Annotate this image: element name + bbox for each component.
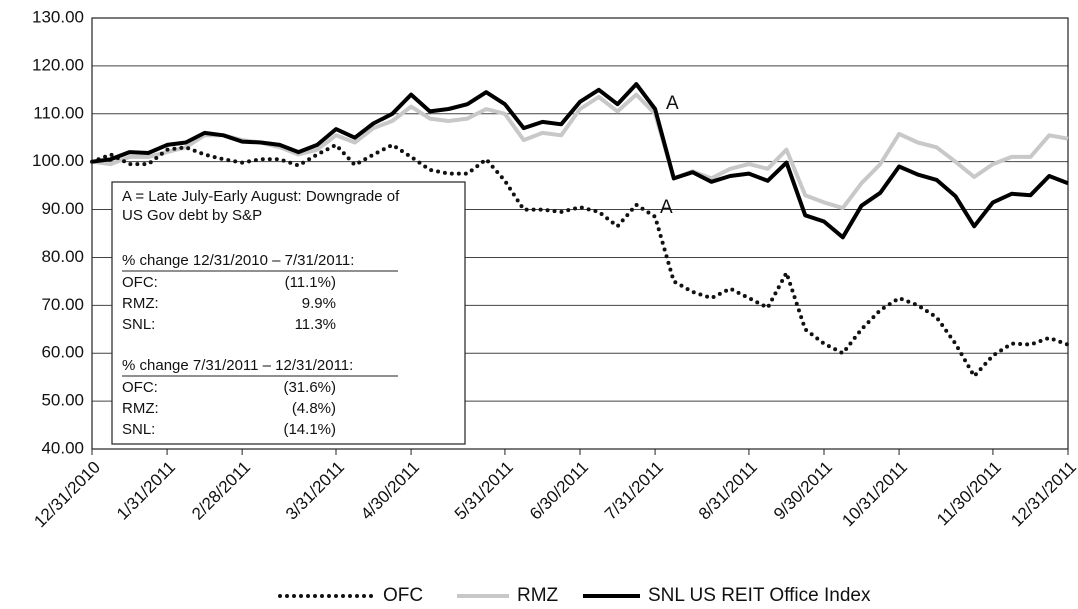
x-tick-label: 5/31/2011 xyxy=(451,458,517,524)
note-label: RMZ: xyxy=(122,400,159,417)
note-label: OFC: xyxy=(122,379,158,396)
note-label: RMZ: xyxy=(122,295,159,312)
note-value: 9.9% xyxy=(302,295,336,312)
note-text: US Gov debt by S&P xyxy=(122,207,262,224)
note-box-frame xyxy=(111,181,466,445)
legend-label: RMZ xyxy=(517,585,559,606)
x-tick-label: 7/31/2011 xyxy=(601,458,667,524)
y-tick-label: 40.00 xyxy=(41,438,84,457)
note-text: A = Late July-Early August: Downgrade of xyxy=(122,188,400,205)
y-tick-label: 50.00 xyxy=(41,391,84,410)
note-label: SNL: xyxy=(122,421,155,438)
y-tick-label: 80.00 xyxy=(41,247,84,266)
x-tick-label: 2/28/2011 xyxy=(188,458,254,524)
annotation: A xyxy=(660,197,673,218)
note-section-title: % change 12/31/2010 – 7/31/2011: xyxy=(122,252,354,269)
note-label: OFC: xyxy=(122,274,158,291)
annotation: A xyxy=(666,93,679,114)
y-tick-label: 110.00 xyxy=(33,103,84,122)
note-value: 11.3% xyxy=(295,316,336,333)
note-section-title: % change 7/31/2011 – 12/31/2011: xyxy=(122,357,353,374)
legend-label: SNL US REIT Office Index xyxy=(648,585,871,606)
x-tick-label: 12/31/2010 xyxy=(30,458,104,532)
x-tick-label: 10/31/2011 xyxy=(838,458,911,531)
x-tick-label: 9/30/2011 xyxy=(770,458,836,524)
series-line xyxy=(91,82,1069,240)
x-tick-label: 3/31/2011 xyxy=(282,458,348,524)
y-tick-label: 120.00 xyxy=(32,55,84,74)
legend-label: OFC xyxy=(383,585,423,606)
x-tick-label: 6/30/2011 xyxy=(526,458,592,524)
x-tick-label: 1/31/2011 xyxy=(113,458,179,524)
y-tick-label: 100.00 xyxy=(32,151,84,170)
note-value: (14.1%) xyxy=(283,421,336,438)
y-tick-label: 130.00 xyxy=(32,7,84,26)
x-tick-label: 4/30/2011 xyxy=(357,458,423,524)
y-tick-label: 90.00 xyxy=(41,199,84,218)
y-tick-label: 60.00 xyxy=(41,343,84,362)
note-label: SNL: xyxy=(122,316,155,333)
note-value: (11.1%) xyxy=(285,274,336,291)
series-line xyxy=(90,142,1070,379)
x-tick-label: 8/31/2011 xyxy=(695,458,761,524)
note-box: A = Late July-Early August: Downgrade of… xyxy=(111,181,466,445)
x-tick-label: 12/31/2011 xyxy=(1007,458,1078,531)
x-tick-label: 11/30/2011 xyxy=(933,458,1005,530)
note-value: (4.8%) xyxy=(292,400,336,417)
y-tick-label: 70.00 xyxy=(41,295,84,314)
note-value: (31.6%) xyxy=(283,379,336,396)
